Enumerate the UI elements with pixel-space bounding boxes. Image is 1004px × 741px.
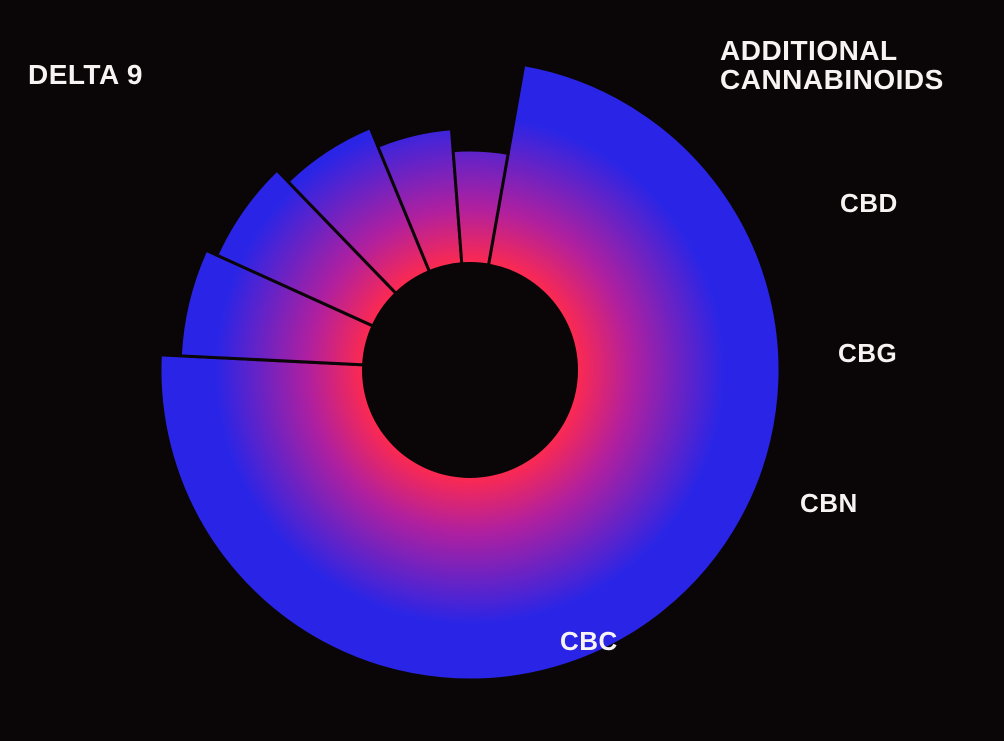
- label-additional-cannabinoids: ADDITIONAL CANNABINOIDS: [720, 36, 944, 95]
- label-cbd: CBD: [840, 190, 898, 217]
- cannabinoid-donut-chart: DELTA 9 ADDITIONAL CANNABINOIDS CBD CBG …: [0, 0, 1004, 741]
- label-delta9: DELTA 9: [28, 60, 143, 89]
- donut-hole: [362, 262, 578, 478]
- donut-svg: [0, 0, 1004, 741]
- label-cbc: CBC: [560, 628, 618, 655]
- label-cbg: CBG: [838, 340, 897, 367]
- label-cbn: CBN: [800, 490, 858, 517]
